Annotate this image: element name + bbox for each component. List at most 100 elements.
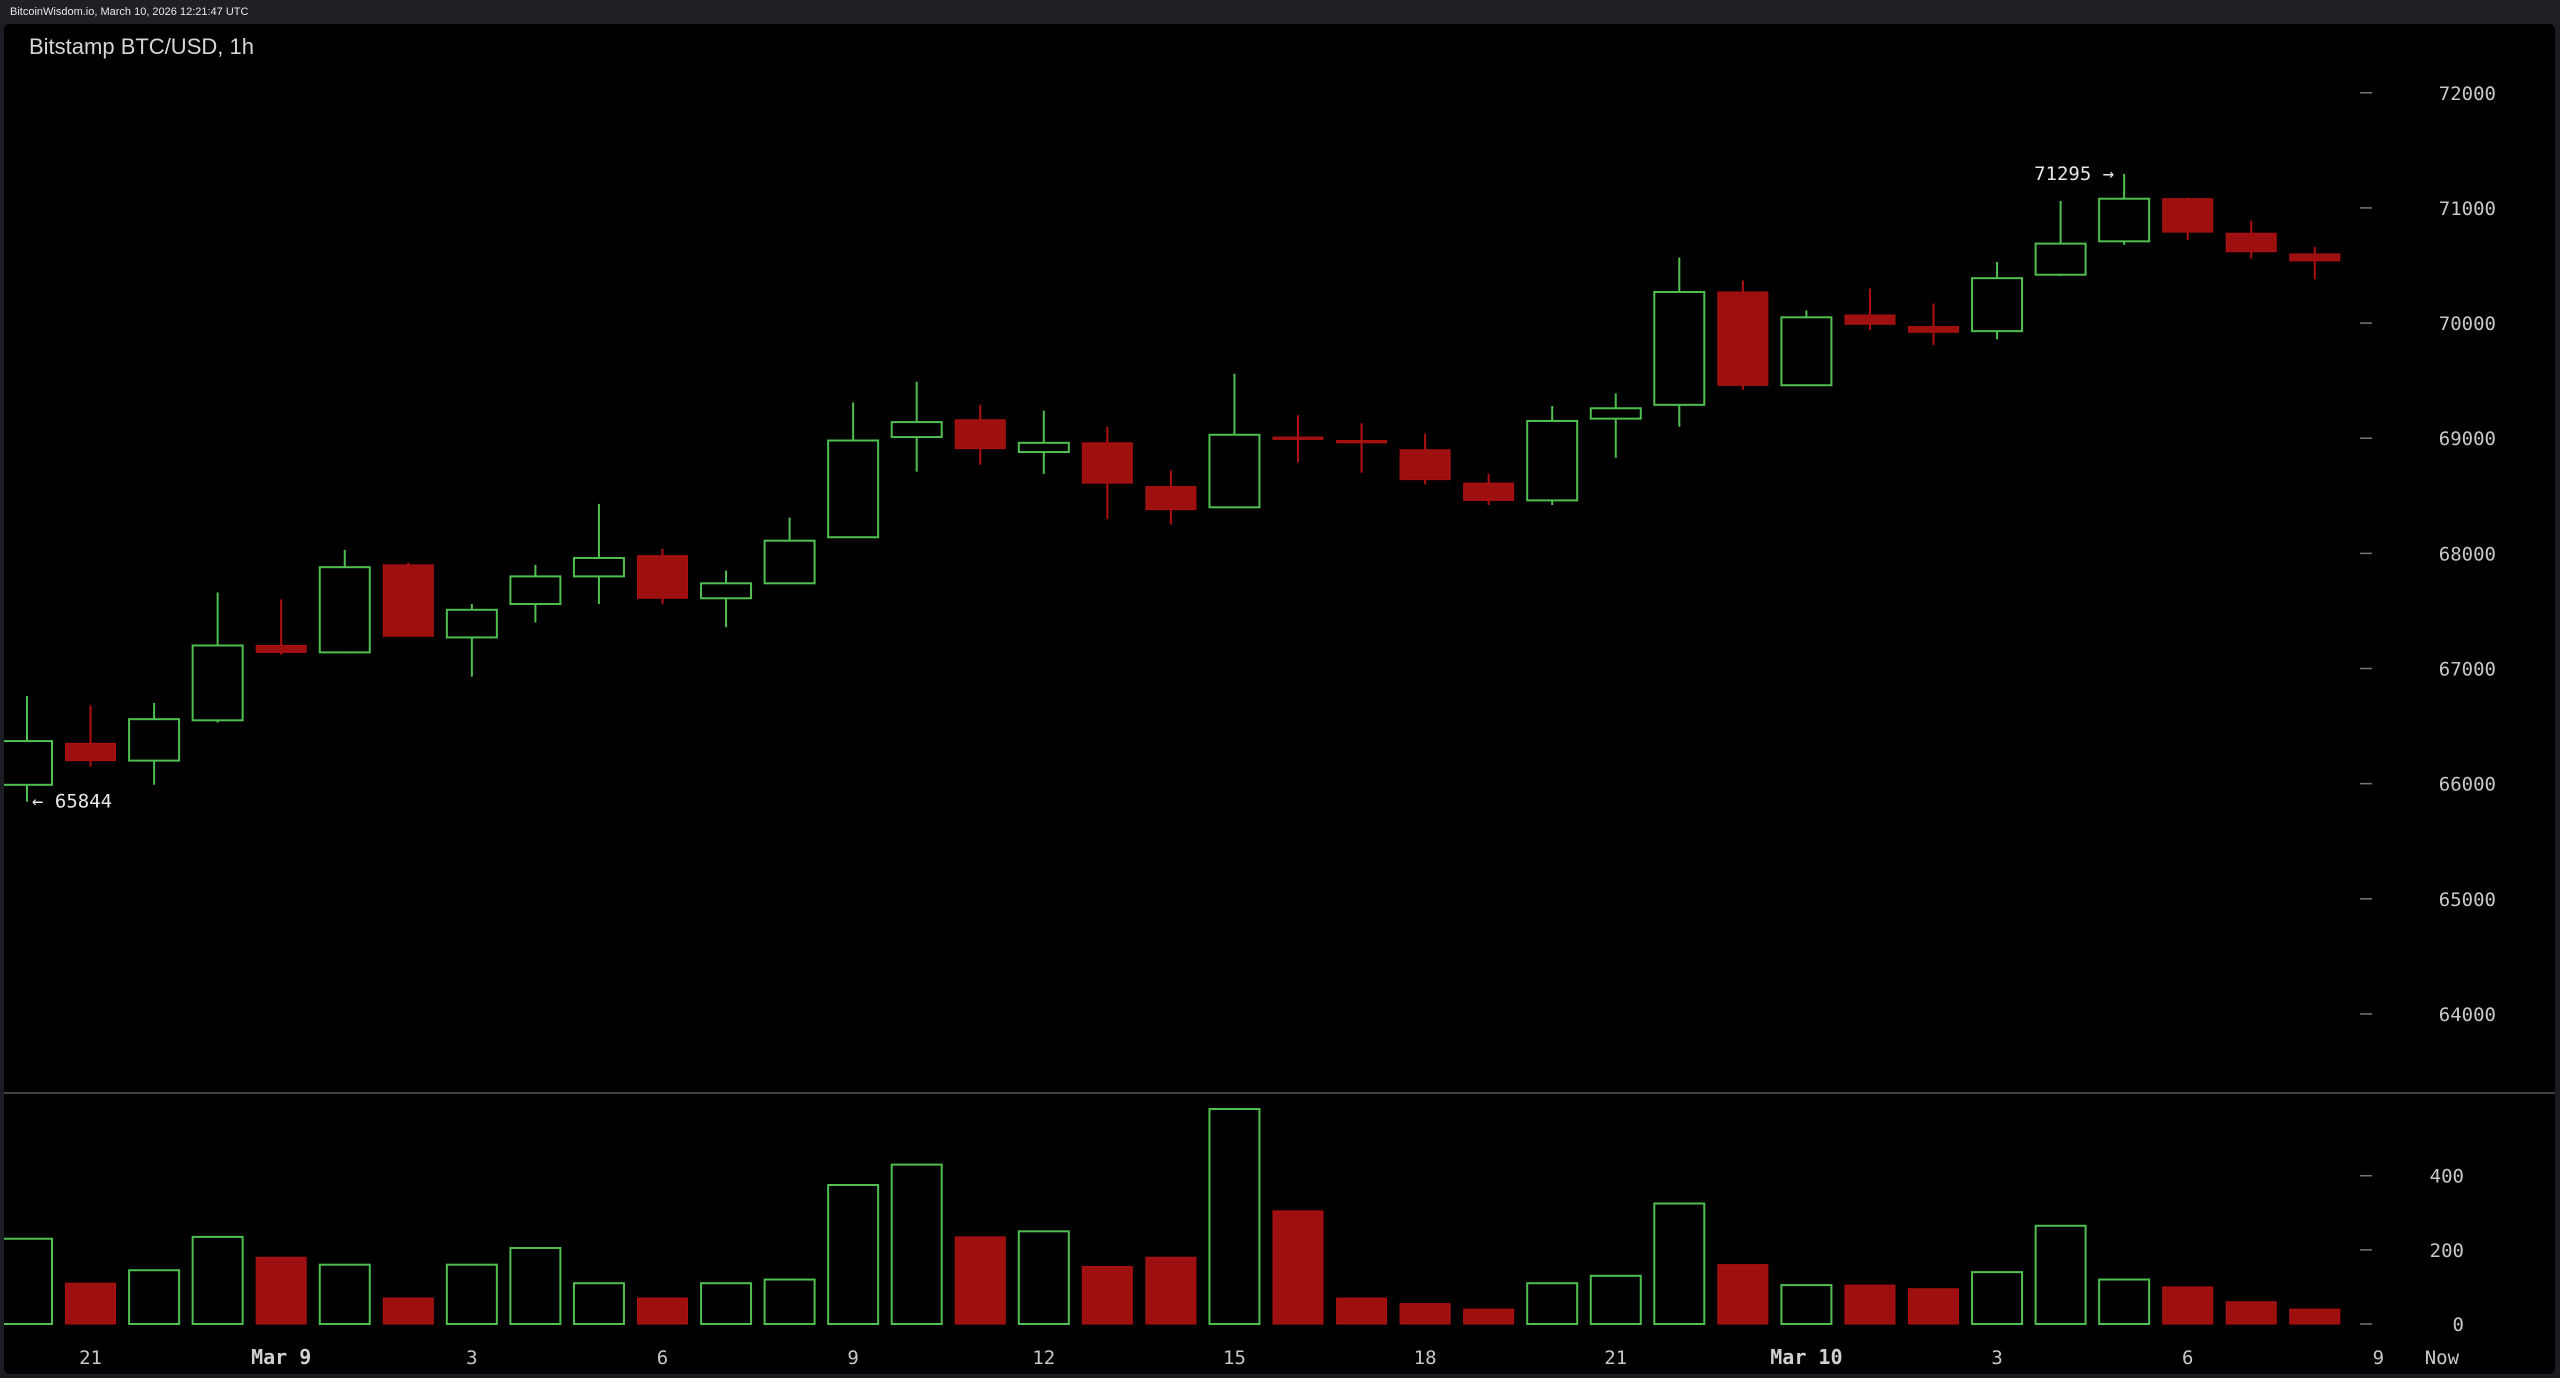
annotations: 71295 → ← 65844 bbox=[32, 163, 2114, 813]
volume-bar[interactable] bbox=[1971, 1271, 2024, 1325]
candle-body bbox=[255, 644, 307, 653]
candle[interactable] bbox=[1780, 310, 1833, 387]
candle[interactable] bbox=[1017, 410, 1070, 474]
volume-bar[interactable] bbox=[1272, 1210, 1324, 1325]
low-price-marker: ← 65844 bbox=[32, 791, 112, 813]
candle[interactable] bbox=[890, 381, 943, 472]
candle[interactable] bbox=[1081, 426, 1133, 519]
candle[interactable] bbox=[1589, 393, 1642, 458]
volume-bar[interactable] bbox=[827, 1183, 880, 1325]
volume-bar[interactable] bbox=[637, 1297, 688, 1325]
volume-bar[interactable] bbox=[700, 1282, 753, 1325]
volume-bar[interactable] bbox=[1081, 1266, 1133, 1325]
volume-bar[interactable] bbox=[763, 1278, 816, 1325]
candle-body bbox=[1081, 442, 1133, 484]
volume-bars[interactable] bbox=[4, 1108, 2341, 1326]
candle[interactable] bbox=[1844, 288, 1896, 330]
candle[interactable] bbox=[191, 592, 244, 723]
price-axis: 64000 65000 66000 67000 68000 69000 70000 71000… bbox=[2360, 83, 2496, 1026]
candle-body bbox=[763, 539, 816, 585]
candle[interactable] bbox=[4, 696, 53, 802]
candle[interactable] bbox=[2098, 173, 2151, 245]
candle[interactable] bbox=[2225, 220, 2277, 259]
volume-bar[interactable] bbox=[445, 1263, 498, 1326]
candle-body bbox=[128, 718, 181, 762]
candle[interactable] bbox=[1971, 262, 2024, 340]
volume-bar[interactable] bbox=[954, 1236, 1006, 1325]
volume-bar[interactable] bbox=[318, 1263, 371, 1326]
volume-bar[interactable] bbox=[191, 1235, 244, 1326]
volume-bar[interactable] bbox=[1463, 1308, 1515, 1325]
candle[interactable] bbox=[572, 503, 625, 605]
volume-bar[interactable] bbox=[382, 1297, 434, 1325]
time-tick-label: 3 bbox=[1991, 1347, 2002, 1369]
candle[interactable] bbox=[827, 402, 880, 539]
volume-bar[interactable] bbox=[890, 1163, 943, 1325]
volume-bar[interactable] bbox=[1589, 1274, 1642, 1325]
volume-bar[interactable] bbox=[4, 1237, 53, 1325]
candle-body bbox=[1844, 314, 1896, 325]
volume-bar[interactable] bbox=[1844, 1284, 1896, 1325]
candle[interactable] bbox=[128, 703, 181, 785]
candle[interactable] bbox=[1653, 257, 1706, 427]
volume-bar[interactable] bbox=[128, 1269, 181, 1325]
volume-bar[interactable] bbox=[1653, 1202, 1706, 1326]
candle[interactable] bbox=[700, 570, 753, 628]
chart-frame[interactable]: 64000 65000 66000 67000 68000 69000 70000 71000… bbox=[4, 24, 2555, 1374]
candlestick-chart[interactable]: 6400065000660006700068000690007000071000… bbox=[4, 24, 2555, 1374]
candle-body bbox=[1908, 326, 1959, 333]
time-tick-label: 9 bbox=[2373, 1347, 2384, 1369]
candle[interactable] bbox=[1399, 433, 1451, 485]
volume-bar[interactable] bbox=[2289, 1308, 2341, 1325]
candle[interactable] bbox=[255, 599, 307, 655]
volume-bar[interactable] bbox=[2034, 1224, 2087, 1325]
volume-bar[interactable] bbox=[572, 1282, 625, 1325]
candle[interactable] bbox=[2289, 247, 2341, 280]
candle[interactable] bbox=[382, 562, 434, 637]
volume-bar[interactable] bbox=[2162, 1286, 2214, 1325]
time-tick-label: 6 bbox=[2182, 1347, 2193, 1369]
volume-bar[interactable] bbox=[1908, 1288, 1959, 1325]
candle[interactable] bbox=[509, 564, 562, 623]
candles[interactable] bbox=[4, 173, 2341, 802]
candle[interactable] bbox=[2034, 201, 2087, 276]
time-tick-label: Mar 9 bbox=[251, 1345, 311, 1369]
candle-body bbox=[1208, 433, 1261, 509]
candle[interactable] bbox=[1526, 405, 1579, 506]
volume-bar[interactable] bbox=[1526, 1282, 1579, 1325]
candle[interactable] bbox=[1272, 415, 1324, 463]
candle-body bbox=[1780, 316, 1833, 387]
price-tick-label: 67000 bbox=[2439, 659, 2496, 681]
time-tick-label: 21 bbox=[79, 1347, 102, 1369]
candle-body bbox=[1336, 440, 1388, 444]
volume-bar[interactable] bbox=[2098, 1278, 2151, 1325]
candle[interactable] bbox=[1463, 473, 1515, 506]
volume-bar[interactable] bbox=[509, 1247, 562, 1326]
volume-bar[interactable] bbox=[255, 1256, 307, 1325]
candle[interactable] bbox=[637, 548, 688, 605]
candle[interactable] bbox=[1145, 470, 1197, 525]
candle[interactable] bbox=[318, 549, 371, 654]
candle[interactable] bbox=[1908, 303, 1959, 345]
time-tick-label: 9 bbox=[847, 1347, 858, 1369]
volume-bar[interactable] bbox=[1399, 1303, 1451, 1325]
time-tick-label: 3 bbox=[466, 1347, 477, 1369]
candle[interactable] bbox=[2162, 197, 2214, 241]
volume-bar[interactable] bbox=[1017, 1230, 1070, 1326]
candle-body bbox=[1653, 290, 1706, 406]
candle[interactable] bbox=[1208, 373, 1261, 509]
volume-bar[interactable] bbox=[1780, 1284, 1833, 1326]
candle[interactable] bbox=[763, 517, 816, 585]
candle[interactable] bbox=[1336, 423, 1388, 473]
price-tick-label: 64000 bbox=[2439, 1004, 2496, 1026]
volume-bar[interactable] bbox=[1145, 1256, 1197, 1325]
candle[interactable] bbox=[954, 404, 1006, 465]
volume-bar[interactable] bbox=[2225, 1301, 2277, 1325]
candle[interactable] bbox=[445, 604, 498, 677]
candle[interactable] bbox=[1717, 280, 1769, 390]
volume-bar[interactable] bbox=[1208, 1108, 1261, 1325]
volume-bar[interactable] bbox=[1336, 1297, 1388, 1325]
candle[interactable] bbox=[65, 705, 117, 767]
volume-bar[interactable] bbox=[1717, 1264, 1769, 1325]
volume-bar[interactable] bbox=[65, 1282, 117, 1325]
